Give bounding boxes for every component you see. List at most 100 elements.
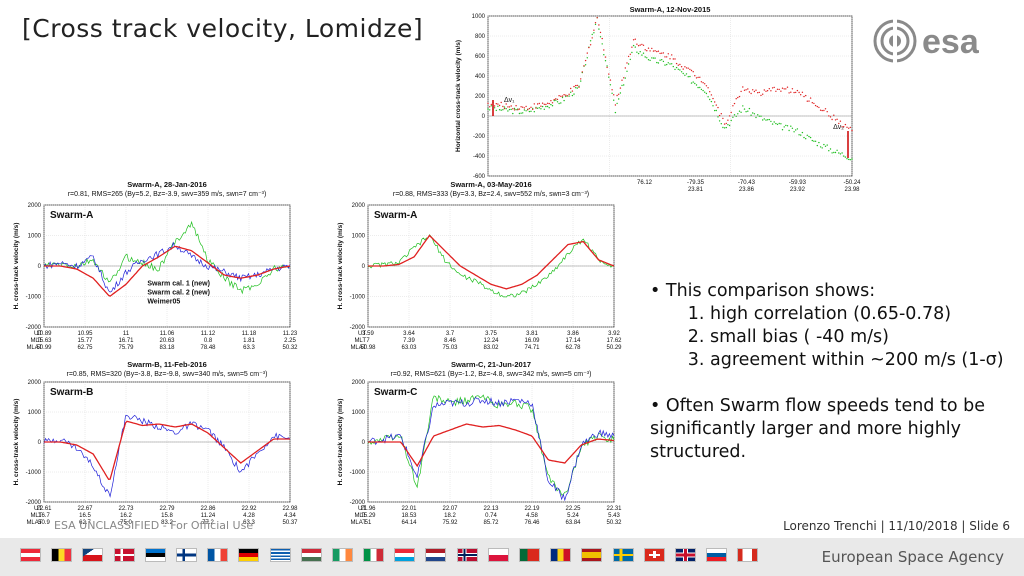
data-point [667,62,669,64]
data-point [657,50,660,52]
data-point [843,126,845,128]
data-point [811,102,813,104]
x-tick-label: 20.63 [159,338,175,344]
x-tick-label: 50.99 [36,345,52,351]
data-point [831,118,833,121]
data-point [674,58,676,60]
data-point [791,88,794,90]
data-point [575,84,577,87]
data-point [619,92,622,94]
x-tick-label: 51 [365,520,372,526]
data-point [733,102,736,105]
satellite-label: Swarm-A [50,210,93,221]
x-tick-label: 5.43 [608,513,620,519]
x-tick-label: 7 [366,338,370,344]
data-point [768,88,770,90]
data-point [819,146,822,148]
data-point [836,118,838,121]
data-point [828,150,830,152]
data-point [826,144,828,146]
y-tick-label: 1000 [28,234,42,240]
x-tick-label: 3.81 [526,331,538,337]
x-tick-label: 23.98 [844,187,860,193]
data-point [846,126,848,128]
data-point [502,105,504,108]
data-point [523,107,526,109]
y-tick-label: 800 [475,34,486,40]
data-point [555,98,557,100]
data-point [507,106,509,108]
data-point [808,135,810,138]
x-tick-label: -50.24 [843,180,861,186]
x-tick-label: 22.67 [77,506,93,512]
data-point [508,108,511,111]
data-point [780,123,782,125]
data-point [540,108,542,110]
x-tick-label: 22.79 [159,506,175,512]
x-tick-label: 11.12 [201,331,216,337]
data-point [758,91,760,94]
chart-subtitle: r=0.85, RMS=320 (By=-3.8, Bz=-9.8, swv=3… [67,371,268,378]
data-point [561,96,564,99]
data-point [684,74,686,77]
data-point [584,64,587,66]
data-point [646,50,648,52]
chart-title: Swarm-B, 11-Feb-2016 [127,360,207,369]
data-point [805,94,807,97]
y-tick-label: 0 [482,114,486,120]
x-tick-label: -70.43 [738,180,756,186]
data-point [834,119,837,121]
data-point [730,119,732,122]
flag-luxembourg-icon [394,548,416,562]
y-tick-label: 600 [475,54,486,60]
data-point [720,123,722,125]
x-tick-label: 16.71 [118,338,134,344]
data-point [778,88,780,91]
x-tick-label: 75.92 [442,520,458,526]
y-tick-label: 1000 [28,410,42,416]
data-point [520,112,522,114]
data-point [515,109,517,111]
x-tick-label: 0.8 [204,338,213,344]
data-point [489,109,491,111]
data-point [803,95,805,98]
data-point [766,90,769,92]
data-point [652,50,655,52]
data-point [550,100,552,102]
data-point [662,60,665,63]
data-point [704,91,706,93]
data-point [556,101,559,103]
data-point [507,110,509,112]
y-tick-label: -2000 [26,325,42,331]
data-point [748,91,751,93]
x-tick-label: 0.74 [485,513,497,519]
x-tick-label: 15.63 [36,338,52,344]
bullet-intro: • This comparison shows: [650,281,876,301]
data-point [814,140,817,142]
data-point [651,47,653,50]
data-point [742,86,744,88]
x-tick-label: 23.92 [790,187,806,193]
data-point [536,103,539,105]
x-tick-label: 15.8 [161,513,173,519]
data-point [603,54,605,56]
flag-poland-icon [487,548,509,562]
data-point [560,95,562,98]
data-point [824,145,827,147]
data-point [732,116,734,119]
data-point [548,102,550,105]
member-flags [20,548,759,562]
data-point [705,85,708,87]
x-tick-label: 4.58 [526,513,538,519]
slide-title: [Cross track velocity, Lomidze] [22,14,424,43]
data-point [826,111,828,113]
data-point [497,105,499,108]
x-row-header: MLAT [26,345,42,351]
x-tick-label: 4.34 [284,513,296,519]
data-point [580,80,582,82]
chart-swarm-a-03may2016: Swarm-A, 03-May-2016 r=0.88, RMS=333 (By=… [332,180,622,358]
flag-denmark-icon [113,548,135,562]
data-point [513,109,516,111]
data-point [522,112,524,114]
data-point [637,52,640,55]
